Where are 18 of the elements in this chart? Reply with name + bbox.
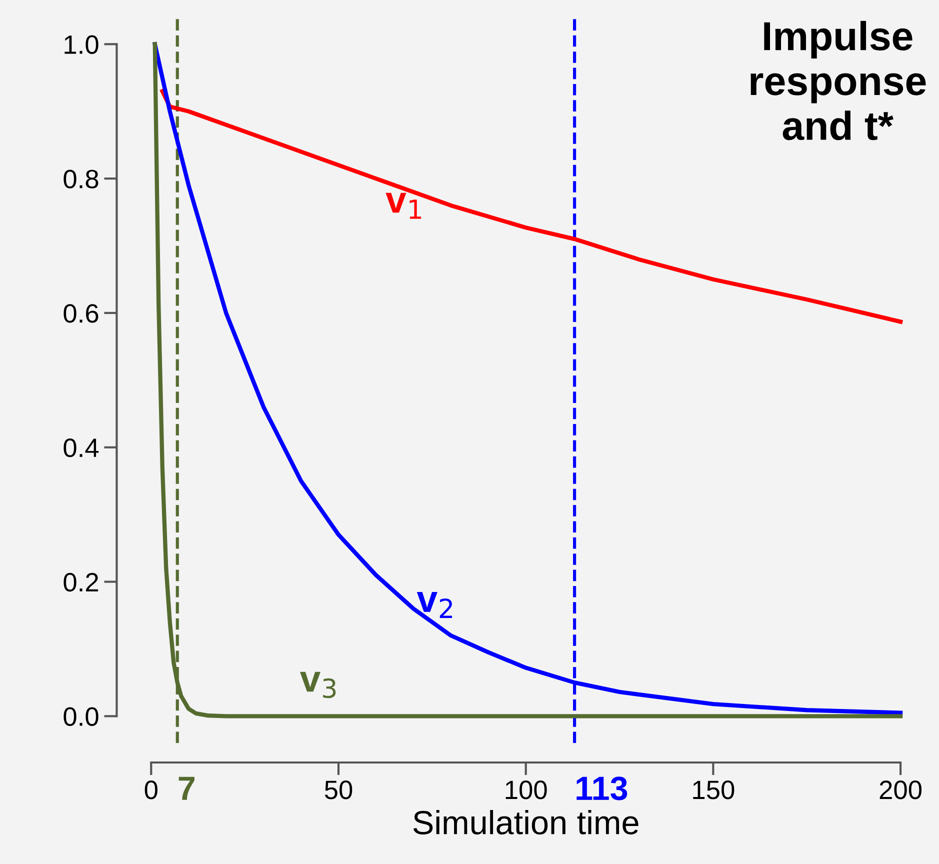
ref-line-label: 113: [576, 776, 628, 800]
x-axis-title: Simulation time: [413, 810, 638, 834]
series-label: v$_{3}$: [300, 672, 336, 698]
y-tick-label: 1.0: [64, 35, 98, 54]
y-tick-label: 0.6: [64, 304, 98, 323]
series-label: v$_{1}$: [386, 192, 422, 219]
x-tick-label: 150: [693, 780, 734, 800]
x-tick-label: 100: [506, 780, 547, 800]
y-tick-label: 0.4: [64, 438, 99, 458]
chart-title: Impulse response and t*: [750, 20, 926, 140]
y-tick-label: 0.0: [64, 707, 98, 726]
x-tick-label: 0: [144, 780, 158, 800]
series-label: v$_{2}$: [416, 592, 452, 618]
y-tick-label: 0.2: [64, 572, 98, 592]
ref-line-label: 7: [178, 776, 194, 800]
x-tick-label: 50: [324, 780, 352, 800]
x-tick-label: 200: [880, 780, 922, 800]
y-tick-label: 0.8: [64, 170, 98, 188]
